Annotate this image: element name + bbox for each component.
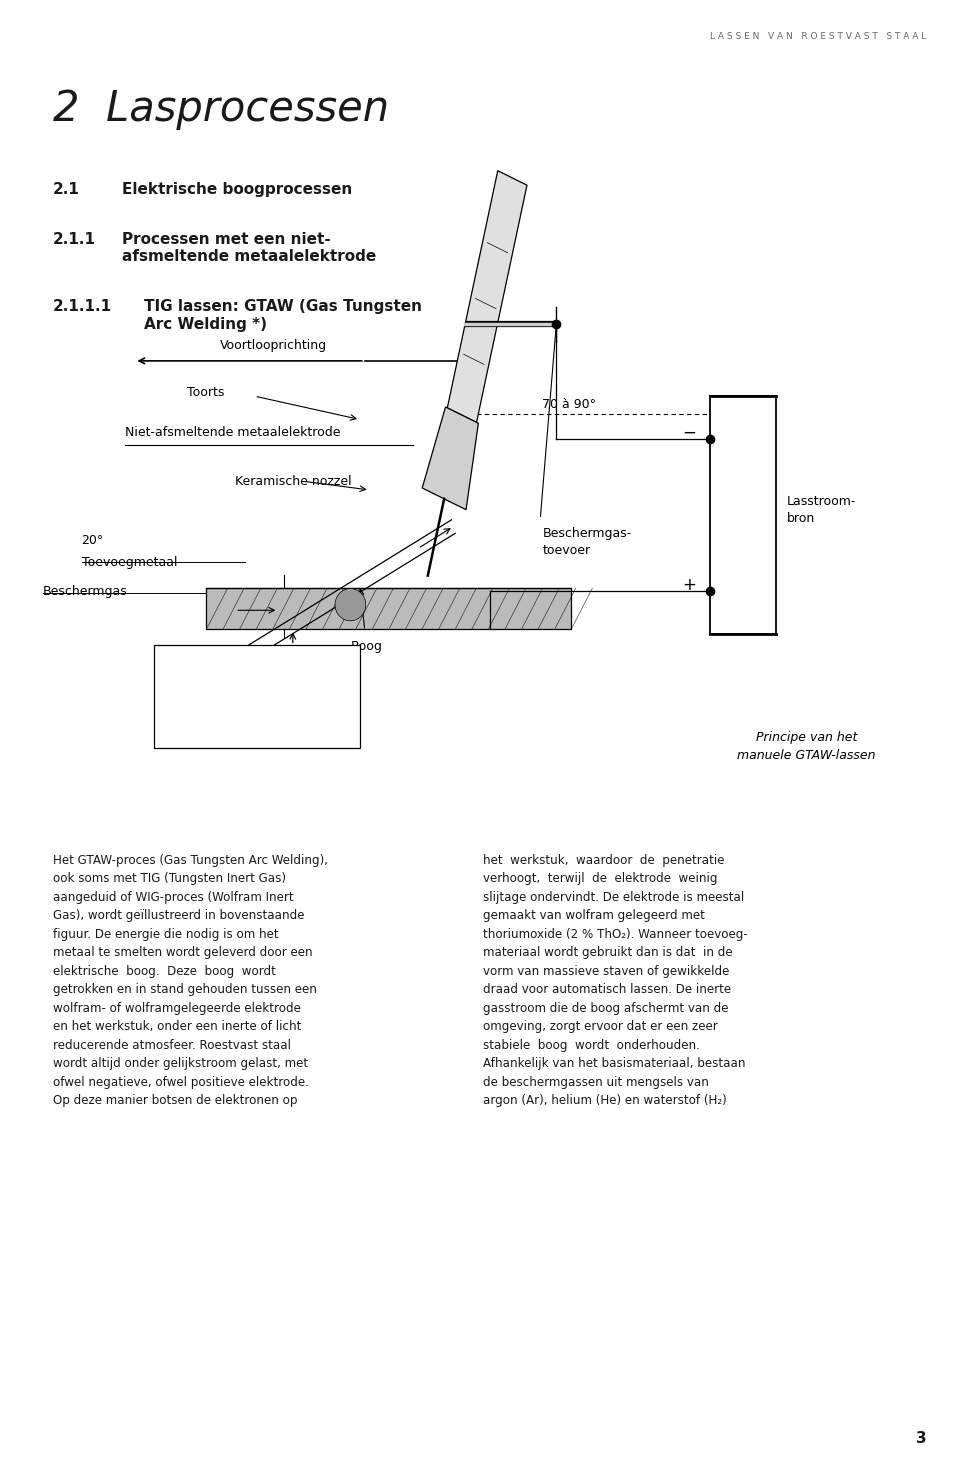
Text: het  werkstuk,  waardoor  de  penetratie
verhoogt,  terwijl  de  elektrode  wein: het werkstuk, waardoor de penetratie ver… — [483, 854, 748, 1108]
Text: 3: 3 — [916, 1432, 926, 1446]
Text: 2.1.1: 2.1.1 — [53, 232, 96, 246]
Text: 2.1.1.1: 2.1.1.1 — [53, 299, 112, 314]
Polygon shape — [447, 170, 527, 422]
Text: Het GTAW-proces (Gas Tungsten Arc Welding),
ook soms met TIG (Tungsten Inert Gas: Het GTAW-proces (Gas Tungsten Arc Weldin… — [53, 854, 327, 1108]
Text: 2.1: 2.1 — [53, 182, 80, 197]
Text: L A S S E N   V A N   R O E S T V A S T   S T A A L: L A S S E N V A N R O E S T V A S T S T … — [710, 32, 926, 41]
Text: Koperen steun
+
backing gas: Koperen steun + backing gas — [212, 669, 301, 719]
Text: +: + — [683, 577, 696, 594]
Text: TIG lassen: GTAW (Gas Tungsten
Arc Welding *): TIG lassen: GTAW (Gas Tungsten Arc Weldi… — [144, 299, 422, 332]
Text: Lasstroom-
bron: Lasstroom- bron — [787, 496, 856, 525]
Text: Toevoegmetaal: Toevoegmetaal — [82, 556, 177, 569]
Text: Keramische nozzel: Keramische nozzel — [235, 475, 351, 489]
Text: Principe van het
manuele GTAW-lassen: Principe van het manuele GTAW-lassen — [737, 731, 876, 761]
Text: Toorts: Toorts — [187, 386, 225, 399]
Bar — [154, 645, 360, 748]
Bar — [206, 588, 571, 629]
Bar — [710, 396, 776, 634]
Text: Boog: Boog — [350, 640, 382, 653]
Text: Processen met een niet-
afsmeltende metaalelektrode: Processen met een niet- afsmeltende meta… — [122, 232, 376, 264]
Text: Elektrische boogprocessen: Elektrische boogprocessen — [122, 182, 352, 197]
Text: −: − — [683, 424, 696, 442]
Ellipse shape — [335, 588, 366, 621]
Polygon shape — [422, 406, 478, 509]
Text: 70 à 90°: 70 à 90° — [542, 398, 596, 411]
Text: 2  Lasprocessen: 2 Lasprocessen — [53, 88, 389, 131]
Text: Niet-afsmeltende metaalelektrode: Niet-afsmeltende metaalelektrode — [125, 425, 340, 439]
Text: Beschermgas-
toevoer: Beschermgas- toevoer — [542, 527, 632, 556]
Text: Voortlooprichting: Voortlooprichting — [220, 339, 327, 352]
Text: Beschermgas: Beschermgas — [43, 585, 128, 599]
Text: 20°: 20° — [82, 534, 104, 547]
